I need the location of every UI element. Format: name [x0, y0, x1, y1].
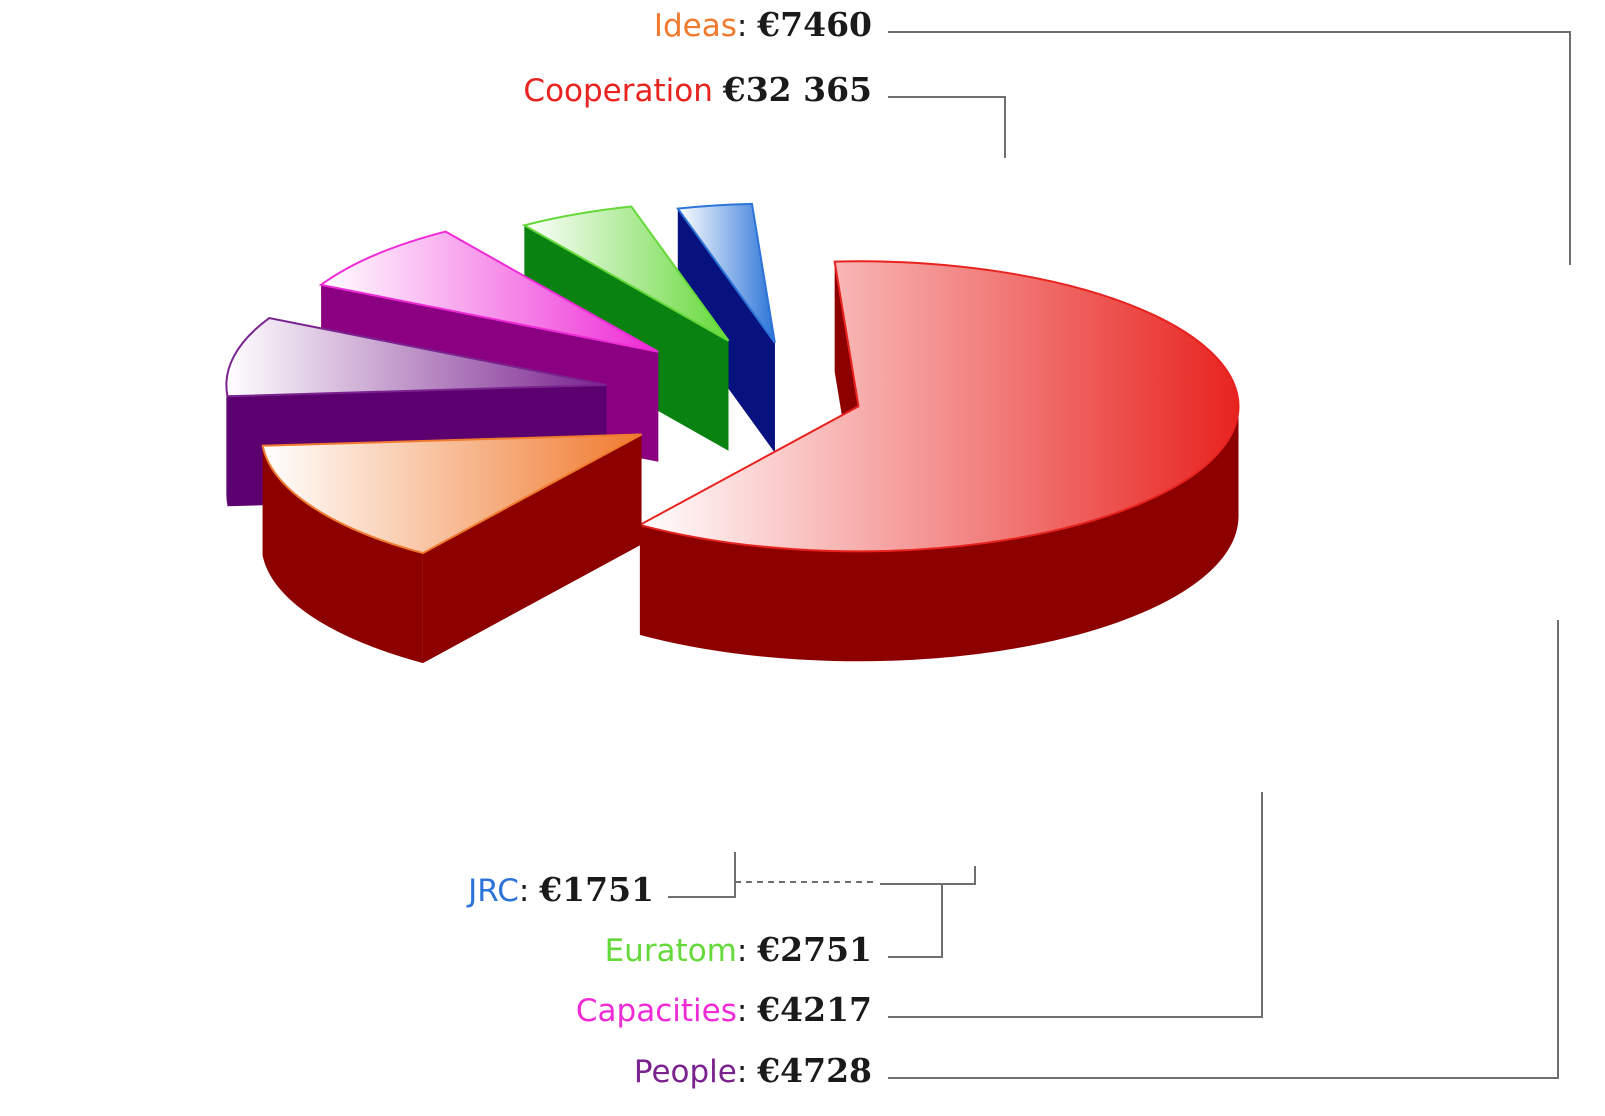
label-euratom-separator: :	[737, 933, 757, 969]
label-jrc-name: JRC	[466, 873, 519, 909]
label-euratom: Euratom: €2751	[605, 930, 872, 969]
label-capacities-value: €4217	[756, 990, 872, 1029]
label-cooperation-name: Cooperation	[523, 73, 712, 109]
label-capacities: Capacities: €4217	[576, 990, 872, 1029]
pie-slices	[225, 202, 1240, 664]
label-ideas: Ideas: €7460	[654, 5, 872, 44]
leader-lines	[668, 31, 1571, 1079]
slice-ideas-top	[261, 433, 643, 555]
label-jrc-separator: :	[519, 873, 539, 909]
label-capacities-separator: :	[737, 993, 757, 1029]
slice-ideas-outer-wall	[262, 445, 423, 664]
label-cooperation-separator	[713, 73, 723, 109]
label-people-separator: :	[737, 1054, 757, 1090]
label-jrc-value: €1751	[538, 870, 654, 909]
slice-capacities-top	[318, 230, 659, 353]
leader-cooperation	[888, 96, 1006, 158]
label-ideas-name: Ideas	[654, 8, 737, 44]
slice-jrc-wall-start	[677, 208, 775, 453]
slice-ideas	[261, 433, 643, 664]
label-people: People: €4728	[634, 1051, 872, 1090]
leader-ideas	[888, 31, 1571, 265]
leader-capacities	[888, 792, 1263, 1018]
slice-labels: Cooperation €32 365 Ideas: €7460 People:…	[466, 5, 872, 1090]
label-capacities-name: Capacities	[576, 993, 737, 1029]
leader-jrc	[668, 852, 736, 898]
slice-jrc-top	[675, 202, 776, 344]
label-ideas-value: €7460	[756, 5, 872, 44]
slice-cooperation-top	[637, 260, 1240, 553]
label-ideas-separator: :	[737, 8, 757, 44]
slice-people-outer-wall	[226, 384, 228, 507]
label-euratom-name: Euratom	[605, 933, 737, 969]
slice-euratom-top	[521, 205, 730, 342]
label-euratom-value: €2751	[756, 930, 872, 969]
label-cooperation-value: €32 365	[722, 70, 872, 109]
slice-jrc	[675, 202, 776, 453]
slice-people-top	[225, 316, 607, 398]
slice-cooperation-outer-wall	[639, 406, 1239, 662]
leader-euratom	[880, 866, 976, 958]
label-people-name: People	[634, 1054, 737, 1090]
leader-people	[888, 620, 1559, 1079]
label-jrc: JRC: €1751	[466, 870, 654, 909]
slice-cooperation	[637, 260, 1240, 662]
label-people-value: €4728	[756, 1051, 872, 1090]
label-cooperation: Cooperation €32 365	[523, 70, 872, 109]
